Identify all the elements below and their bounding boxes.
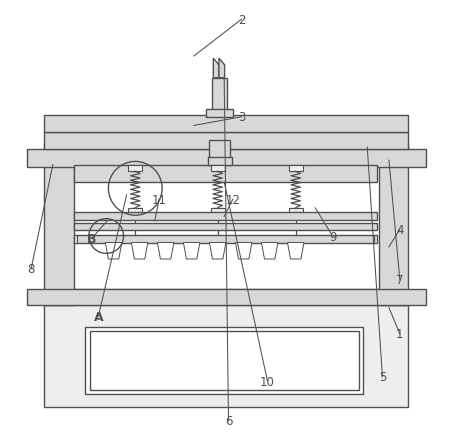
Text: 2: 2	[238, 14, 245, 26]
Text: B: B	[87, 232, 97, 245]
Text: 11: 11	[152, 193, 167, 206]
Text: 4: 4	[396, 224, 404, 237]
Text: 12: 12	[225, 193, 240, 206]
Bar	[27, 289, 426, 306]
Bar	[211, 166, 224, 172]
Bar	[206, 110, 233, 118]
Bar	[27, 150, 426, 167]
Bar	[44, 133, 409, 150]
Polygon shape	[219, 59, 224, 79]
Bar	[74, 235, 377, 243]
Bar	[74, 213, 377, 220]
Bar	[128, 166, 142, 172]
Polygon shape	[287, 243, 304, 260]
Polygon shape	[235, 243, 252, 260]
Bar	[74, 223, 377, 230]
Polygon shape	[261, 243, 278, 260]
Bar	[289, 208, 303, 214]
Bar	[44, 289, 409, 306]
Bar	[90, 332, 359, 390]
Polygon shape	[131, 243, 148, 260]
Bar	[211, 208, 224, 214]
Polygon shape	[213, 59, 219, 79]
Bar	[209, 141, 230, 158]
Bar	[374, 235, 377, 243]
Bar	[128, 208, 142, 214]
Bar	[44, 144, 74, 306]
Text: 9: 9	[329, 230, 336, 243]
Bar	[379, 144, 409, 306]
Text: 10: 10	[260, 375, 275, 388]
Text: 6: 6	[225, 414, 232, 427]
Polygon shape	[106, 243, 122, 260]
Bar	[85, 327, 363, 395]
Text: 1: 1	[396, 327, 404, 340]
Bar	[44, 301, 409, 408]
Bar	[212, 79, 227, 115]
Text: A: A	[94, 310, 103, 323]
Text: 3: 3	[238, 111, 245, 124]
Text: 8: 8	[27, 263, 35, 276]
Bar	[44, 115, 409, 133]
Bar	[289, 166, 303, 172]
Text: 5: 5	[379, 371, 386, 384]
Text: 7: 7	[396, 273, 404, 286]
Bar	[74, 166, 377, 182]
Polygon shape	[157, 243, 174, 260]
Polygon shape	[209, 243, 226, 260]
Bar	[207, 157, 232, 166]
Polygon shape	[183, 243, 200, 260]
Bar	[74, 235, 77, 243]
